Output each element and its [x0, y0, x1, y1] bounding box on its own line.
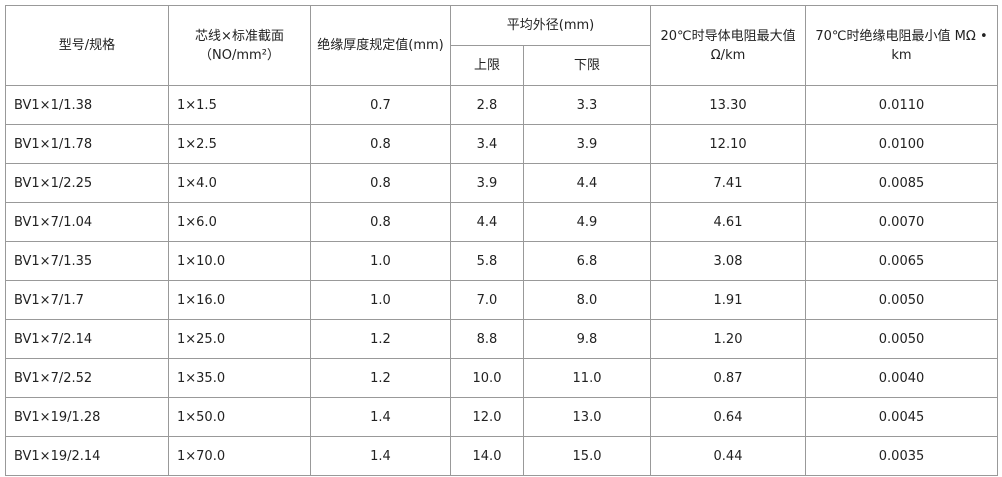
table-cell: BV1×19/2.14	[5, 436, 169, 476]
table-cell: 0.0040	[805, 358, 999, 398]
table-cell: BV1×7/1.04	[5, 202, 169, 242]
table-cell: 3.4	[450, 124, 524, 164]
table-cell: 1×25.0	[168, 319, 311, 359]
table-body: BV1×1/1.38 1×1.5 0.7 2.8 3.3 13.30 0.0110 BV1×1…	[5, 85, 999, 476]
header-cell: 上限	[450, 45, 524, 86]
table-cell: 1×2.5	[168, 124, 311, 164]
table-cell: BV1×7/2.14	[5, 319, 169, 359]
table-cell: 1.4	[310, 397, 451, 437]
table-cell: 1×10.0	[168, 241, 311, 281]
table-cell: 13.30	[650, 85, 807, 125]
table-cell: 4.4	[522, 163, 652, 203]
table-cell: 1×6.0	[168, 202, 311, 242]
table-cell: 1×50.0	[168, 397, 311, 437]
table-cell: 1.4	[310, 436, 451, 476]
table-cell: 10.0	[450, 358, 524, 398]
table-cell: 3.9	[522, 124, 652, 164]
table-cell: 1.2	[310, 358, 451, 398]
table-cell: BV1×7/1.35	[5, 241, 169, 281]
table-cell: 1×16.0	[168, 280, 311, 320]
table-row: BV1×1/2.25 1×4.0 0.8 3.9 4.4 7.41 0.0085	[5, 163, 999, 203]
table-cell: 0.0100	[805, 124, 999, 164]
table-cell: 0.8	[310, 163, 451, 203]
header-cell: 芯线×标准截面（NO/mm²）	[168, 5, 311, 86]
table-cell: BV1×7/2.52	[5, 358, 169, 398]
table-cell: 9.8	[522, 319, 652, 359]
table-cell: 0.64	[650, 397, 807, 437]
table-cell: 3.9	[450, 163, 524, 203]
table-row: BV1×7/1.04 1×6.0 0.8 4.4 4.9 4.61 0.0070	[5, 202, 999, 242]
table-cell: 12.10	[650, 124, 807, 164]
table-cell: BV1×7/1.7	[5, 280, 169, 320]
table-cell: 4.9	[522, 202, 652, 242]
table-cell: 13.0	[522, 397, 652, 437]
table-cell: 8.0	[522, 280, 652, 320]
table-cell: 0.8	[310, 124, 451, 164]
table-cell: BV1×1/2.25	[5, 163, 169, 203]
table-cell: 0.0035	[805, 436, 999, 476]
table-row: BV1×7/1.35 1×10.0 1.0 5.8 6.8 3.08 0.0065	[5, 241, 999, 281]
table-row: BV1×1/1.78 1×2.5 0.8 3.4 3.9 12.10 0.0100	[5, 124, 999, 164]
table-cell: 0.0110	[805, 85, 999, 125]
table-cell: BV1×1/1.38	[5, 85, 169, 125]
table-row: BV1×7/1.7 1×16.0 1.0 7.0 8.0 1.91 0.0050	[5, 280, 999, 320]
table-cell: 0.0050	[805, 319, 999, 359]
header-cell: 型号/规格	[5, 5, 169, 86]
table-cell: 8.8	[450, 319, 524, 359]
table-cell: BV1×1/1.78	[5, 124, 169, 164]
table-cell: 0.0065	[805, 241, 999, 281]
table-cell: 4.4	[450, 202, 524, 242]
table-row: BV1×7/2.52 1×35.0 1.2 10.0 11.0 0.87 0.0040	[5, 358, 999, 398]
table-cell: 1.91	[650, 280, 807, 320]
table-cell: 1×4.0	[168, 163, 311, 203]
table-cell: 14.0	[450, 436, 524, 476]
table-cell: 1×1.5	[168, 85, 311, 125]
spec-table: 型号/规格 芯线×标准截面（NO/mm²） 绝缘厚度规定值(mm) 平均外径(m…	[5, 5, 999, 476]
table-row: BV1×1/1.38 1×1.5 0.7 2.8 3.3 13.30 0.0110	[5, 85, 999, 125]
table-cell: 0.8	[310, 202, 451, 242]
header-cell: 平均外径(mm)	[449, 5, 652, 46]
table-cell: 12.0	[450, 397, 524, 437]
table-cell: 1×35.0	[168, 358, 311, 398]
header-cell: 20℃时导体电阻最大值Ω/km	[650, 5, 807, 86]
table-cell: 1.0	[310, 241, 451, 281]
table-cell: 15.0	[522, 436, 652, 476]
table-header: 型号/规格 芯线×标准截面（NO/mm²） 绝缘厚度规定值(mm) 平均外径(m…	[5, 5, 999, 86]
table-cell: 7.41	[650, 163, 807, 203]
table-cell: 1×70.0	[168, 436, 311, 476]
header-cell: 绝缘厚度规定值(mm)	[310, 5, 451, 86]
table-cell: 1.0	[310, 280, 451, 320]
table-cell: 3.08	[650, 241, 807, 281]
table-row: BV1×19/2.14 1×70.0 1.4 14.0 15.0 0.44 0.0035	[5, 436, 999, 476]
table-cell: BV1×19/1.28	[5, 397, 169, 437]
table-cell: 0.0045	[805, 397, 999, 437]
table-cell: 6.8	[522, 241, 652, 281]
table-cell: 1.20	[650, 319, 807, 359]
header-cell: 下限	[522, 45, 652, 86]
table-cell: 0.44	[650, 436, 807, 476]
table-cell: 7.0	[450, 280, 524, 320]
table-cell: 3.3	[522, 85, 652, 125]
table-row: BV1×7/2.14 1×25.0 1.2 8.8 9.8 1.20 0.0050	[5, 319, 999, 359]
table-cell: 0.7	[310, 85, 451, 125]
header-cell: 70℃时绝缘电阻最小值 MΩ • km	[805, 5, 999, 86]
table-cell: 0.0070	[805, 202, 999, 242]
table-cell: 0.0050	[805, 280, 999, 320]
table-cell: 1.2	[310, 319, 451, 359]
table-cell: 0.87	[650, 358, 807, 398]
table-cell: 2.8	[450, 85, 524, 125]
table-cell: 4.61	[650, 202, 807, 242]
table-row: BV1×19/1.28 1×50.0 1.4 12.0 13.0 0.64 0.0045	[5, 397, 999, 437]
table-cell: 0.0085	[805, 163, 999, 203]
table-cell: 11.0	[522, 358, 652, 398]
table-cell: 5.8	[450, 241, 524, 281]
